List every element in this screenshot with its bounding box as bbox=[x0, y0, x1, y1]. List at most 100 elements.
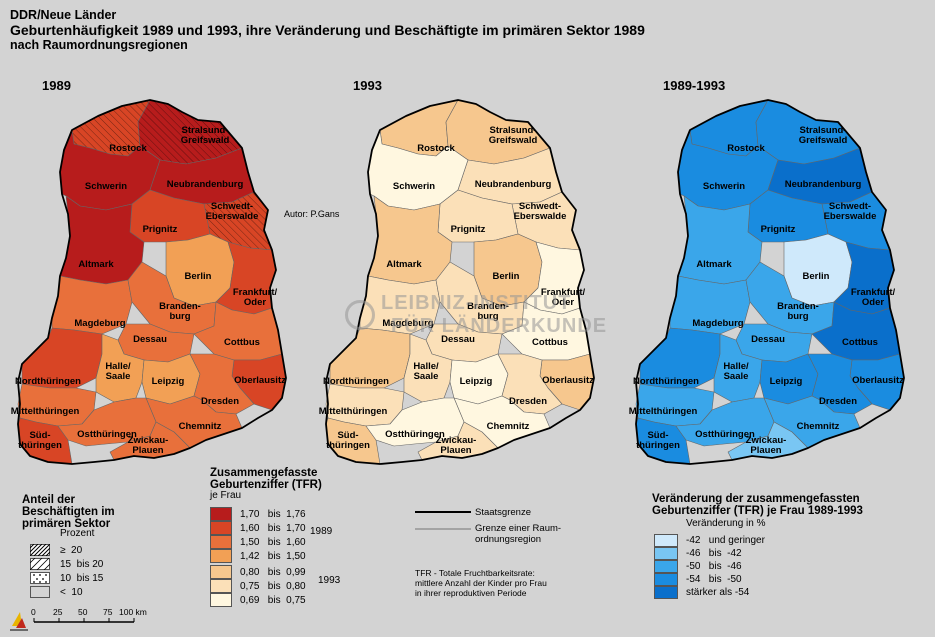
region-label-mittelthueringen: Mittelthüringen bbox=[319, 406, 388, 417]
region-label-zwickau: Zwickau-Plauen bbox=[128, 435, 169, 456]
region-label-oberlausitz: Oberlausitz bbox=[542, 375, 594, 386]
region-label-frankfurt: Frankfurt/Oder bbox=[541, 287, 586, 308]
region-label-leipzig: Leipzig bbox=[770, 376, 803, 387]
legend-tfr-1989: 1,70 bis 1,76 1,60 bis 1,70 1,50 bis 1,6… bbox=[210, 507, 306, 563]
region-label-zwickau: Zwickau-Plauen bbox=[436, 435, 477, 456]
legend-agri-row: 10 bis 15 bbox=[30, 571, 103, 585]
region-label-nordthueringen: Nordthüringen bbox=[15, 376, 81, 387]
legend-tfr-1993: 0,80 bis 0,99 0,75 bis 0,80 0,69 bis 0,7… bbox=[210, 565, 306, 607]
legend-staatsgrenze: Staatsgrenze bbox=[475, 507, 531, 518]
region-label-stralsund: Stralsund-Greifswald bbox=[799, 125, 848, 146]
pattern-dense-swatch bbox=[30, 544, 50, 556]
legend-agri-row: ≥ 20 bbox=[30, 543, 103, 557]
legend-tfr-label: 1,42 bis 1,50 bbox=[240, 550, 306, 562]
region-label-schwedt: Schwedt-Eberswalde bbox=[206, 201, 259, 222]
region-label-frankfurt: Frankfurt/Oder bbox=[851, 287, 896, 308]
legend-swatch bbox=[654, 547, 678, 560]
legend-change-row: -46 bis -42 bbox=[654, 547, 765, 560]
region-label-mittelthueringen: Mittelthüringen bbox=[629, 406, 698, 417]
region-label-neubrandenburg: Neubrandenburg bbox=[475, 179, 552, 190]
map-1993: Rostock Stralsund-Greifswald Schwerin Neubr… bbox=[319, 99, 595, 465]
legend-change-row: -54 bis -50 bbox=[654, 573, 765, 586]
legend-region-boundary: Grenze einer Raum- ordnungsregion bbox=[475, 523, 562, 545]
region-mittelthueringen bbox=[17, 383, 97, 427]
region-label-leipzig: Leipzig bbox=[460, 376, 493, 387]
map-title-1989: 1989 bbox=[42, 78, 71, 93]
region-label-magdeburg: Magdeburg bbox=[692, 318, 743, 329]
region-hatch-schwedt bbox=[204, 192, 272, 250]
legend-swatch bbox=[210, 521, 232, 535]
legend-change-label: stärker als -54 bbox=[686, 587, 750, 598]
region-label-schwerin: Schwerin bbox=[85, 181, 127, 192]
map-title-change: 1989-1993 bbox=[663, 78, 726, 93]
region-label-rostock: Rostock bbox=[727, 143, 765, 154]
legend-tfr-title: Zusammengefasste Geburtenziffer (TFR) bbox=[210, 467, 322, 491]
watermark-line2: FÜR LÄNDERKUNDE bbox=[391, 315, 608, 337]
region-label-ostthueringen: Ostthüringen bbox=[695, 429, 755, 440]
legend-change-unit: Veränderung in % bbox=[686, 518, 766, 529]
region-label-dessau: Dessau bbox=[751, 334, 785, 345]
region-label-zwickau: Zwickau-Plauen bbox=[746, 435, 787, 456]
legend-lines-symbols bbox=[415, 511, 471, 530]
legend-change-title: Veränderung der zusammengefassten Geburt… bbox=[652, 493, 863, 517]
region-hatch-stralsund bbox=[138, 100, 242, 164]
map-1989: Rostock Stralsund-Greifswald Schwerin Neubr… bbox=[11, 99, 287, 465]
page-title: Geburtenhäufigkeit 1989 und 1993, ihre V… bbox=[10, 22, 645, 38]
region-label-schwedt: Schwedt-Eberswalde bbox=[514, 201, 567, 222]
region-label-chemnitz: Chemnitz bbox=[179, 421, 222, 432]
legend-agri-title: Anteil der Beschäftigten im primären Sek… bbox=[22, 494, 115, 530]
legend-swatch bbox=[210, 549, 232, 563]
region-label-suedthueringen: Süd-thüringen bbox=[326, 430, 370, 451]
tfr-note: TFR - Totale Fruchtbarkeitsrate: mittler… bbox=[415, 568, 547, 598]
region-label-dresden: Dresden bbox=[819, 396, 857, 407]
region-altmark bbox=[59, 195, 145, 285]
region-label-frankfurt: Frankfurt/Oder bbox=[233, 287, 278, 308]
region-label-schwedt: Schwedt-Eberswalde bbox=[824, 201, 877, 222]
region-label-ostthueringen: Ostthüringen bbox=[77, 429, 137, 440]
legend-tfr-row: 1,60 bis 1,70 bbox=[210, 521, 306, 535]
region-label-dresden: Dresden bbox=[509, 396, 547, 407]
region-label-stralsund: Stralsund-Greifswald bbox=[489, 125, 538, 146]
region-label-neubrandenburg: Neubrandenburg bbox=[167, 179, 244, 190]
legend-agri-label: < 10 bbox=[60, 586, 83, 598]
legend-swatch bbox=[210, 535, 232, 549]
legend-swatch bbox=[654, 586, 678, 599]
region-label-ostthueringen: Ostthüringen bbox=[385, 429, 445, 440]
region-label-cottbus: Cottbus bbox=[532, 337, 568, 348]
legend-agri-label: ≥ 20 bbox=[60, 544, 83, 556]
region-label-oberlausitz: Oberlausitz bbox=[234, 375, 286, 386]
legend-agri: ≥ 20 15 bis 20 10 bis 15 < 10 bbox=[30, 543, 103, 599]
legend-change: -42 und geringer -46 bis -42 -50 bis -46… bbox=[654, 534, 765, 599]
watermark-logo-icon bbox=[345, 300, 375, 330]
region-mittelthueringen bbox=[635, 383, 715, 427]
map-change: Rostock Stralsund-Greifswald Schwerin Neubr… bbox=[629, 99, 905, 465]
watermark-line1: LEIBNIZ-INSTITUT bbox=[381, 292, 572, 314]
region-label-halle: Halle/Saale bbox=[723, 361, 749, 382]
scale-bar: 0 25 50 75 100 km bbox=[10, 607, 147, 631]
region-label-halle: Halle/Saale bbox=[413, 361, 439, 382]
region-label-altmark: Altmark bbox=[78, 259, 114, 270]
legend-tfr-label: 0,69 bis 0,75 bbox=[240, 594, 306, 606]
region-label-altmark: Altmark bbox=[696, 259, 732, 270]
staatsgrenze bbox=[17, 99, 287, 465]
scale-tick-label: 75 bbox=[103, 607, 113, 617]
legend-change-label: -50 bis -46 bbox=[686, 561, 742, 572]
region-label-halle: Halle/Saale bbox=[105, 361, 131, 382]
region-label-neubrandenburg: Neubrandenburg bbox=[785, 179, 862, 190]
region-label-rostock: Rostock bbox=[417, 143, 455, 154]
region-label-magdeburg: Magdeburg bbox=[382, 318, 433, 329]
region-label-dessau: Dessau bbox=[133, 334, 167, 345]
region-label-cottbus: Cottbus bbox=[842, 337, 878, 348]
region-mittelthueringen bbox=[325, 383, 405, 427]
legend-tfr-row: 0,75 bis 0,80 bbox=[210, 579, 306, 593]
legend-change-row: stärker als -54 bbox=[654, 586, 765, 599]
region-label-chemnitz: Chemnitz bbox=[797, 421, 840, 432]
region-label-magdeburg: Magdeburg bbox=[74, 318, 125, 329]
legend-year-1993: 1993 bbox=[318, 575, 341, 586]
region-label-berlin: Berlin bbox=[493, 271, 520, 282]
legend-tfr-row: 1,42 bis 1,50 bbox=[210, 549, 306, 563]
header-region: DDR/Neue Länder bbox=[10, 8, 117, 22]
legend-tfr-row: 1,70 bis 1,76 bbox=[210, 507, 306, 521]
legend-tfr-row: 0,69 bis 0,75 bbox=[210, 593, 306, 607]
region-label-brandenburg: Branden-burg bbox=[467, 301, 509, 322]
